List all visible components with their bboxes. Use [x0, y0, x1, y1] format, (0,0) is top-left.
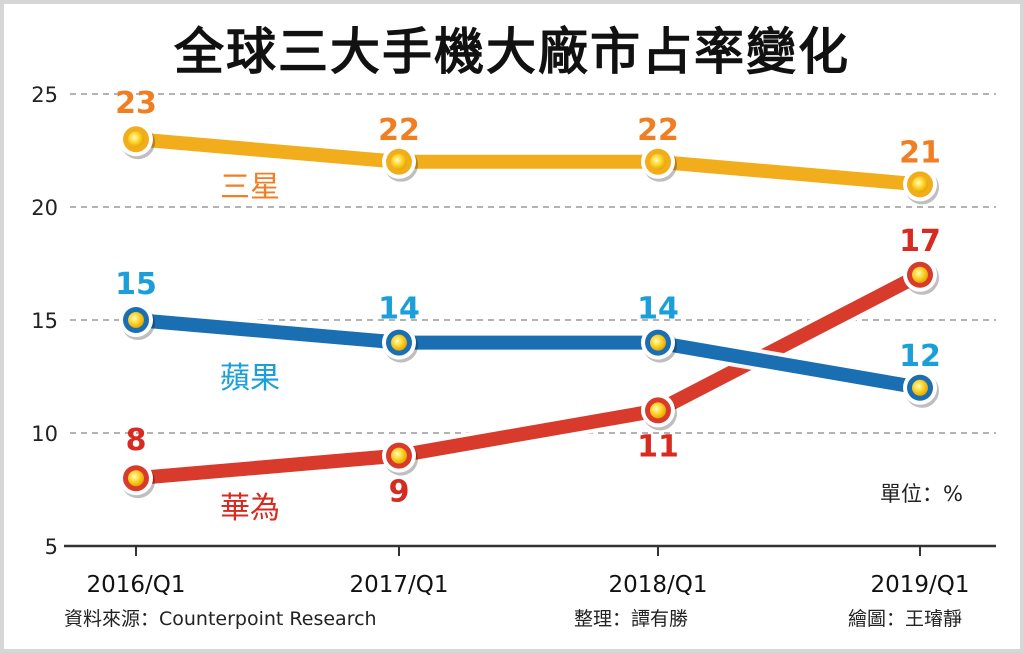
data-label: 17	[899, 224, 941, 259]
data-label: 22	[637, 113, 679, 148]
data-label: 22	[378, 113, 420, 148]
chart-title: 全球三大手機大廠市占率變化	[174, 23, 850, 81]
data-point-center	[650, 334, 666, 351]
data-label: 12	[899, 339, 941, 374]
data-point-center	[391, 153, 407, 170]
data-point-center	[128, 470, 144, 487]
series-line	[129, 132, 927, 192]
data-label: 15	[115, 267, 157, 302]
data-point-center	[912, 379, 928, 396]
data-point-center	[650, 402, 666, 419]
series-name-label: 蘋果	[220, 361, 280, 396]
data-label: 8	[126, 423, 147, 458]
data-point-center	[391, 334, 407, 351]
series-line	[129, 313, 927, 395]
y-tick-label: 5	[45, 535, 58, 559]
data-label: 23	[115, 86, 157, 121]
data-label: 14	[378, 292, 420, 327]
data-label: 14	[637, 292, 679, 327]
y-tick-label: 15	[31, 309, 58, 333]
y-tick-label: 25	[31, 83, 58, 107]
x-tick-label: 2019/Q1	[870, 572, 969, 598]
series-name-label: 三星	[220, 170, 280, 205]
data-label: 9	[389, 475, 410, 510]
x-tick-label: 2016/Q1	[86, 572, 185, 598]
data-point-center	[391, 447, 407, 464]
data-point-center	[650, 153, 666, 170]
unit-label: 單位：%	[880, 482, 963, 506]
x-tick-label: 2018/Q1	[608, 572, 707, 598]
x-tick-label: 2017/Q1	[349, 572, 448, 598]
series-line	[129, 267, 927, 486]
data-point-center	[912, 266, 928, 283]
data-point-center	[128, 131, 144, 148]
data-point-center	[912, 176, 928, 193]
y-tick-label: 20	[31, 196, 58, 220]
editor-label: 整理：譚有勝	[574, 608, 689, 630]
illustrator-label: 繪圖：王璿靜	[848, 608, 963, 630]
series-name-label: 華為	[220, 491, 280, 526]
source-label: 資料來源：Counterpoint Research	[64, 608, 377, 630]
data-point-center	[128, 312, 144, 328]
data-label: 11	[637, 429, 679, 464]
data-label: 21	[899, 135, 941, 170]
y-tick-label: 10	[31, 422, 58, 446]
